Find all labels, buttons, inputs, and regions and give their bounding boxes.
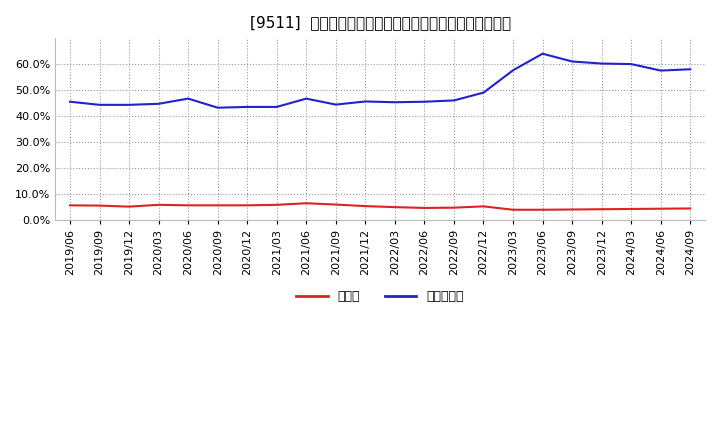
Legend: 現頲金, 有利子負債: 現頲金, 有利子負債 bbox=[292, 285, 469, 308]
Title: [9511]  現頲金、有利子負債の総資産に対する比率の推移: [9511] 現頲金、有利子負債の総資産に対する比率の推移 bbox=[250, 15, 510, 30]
